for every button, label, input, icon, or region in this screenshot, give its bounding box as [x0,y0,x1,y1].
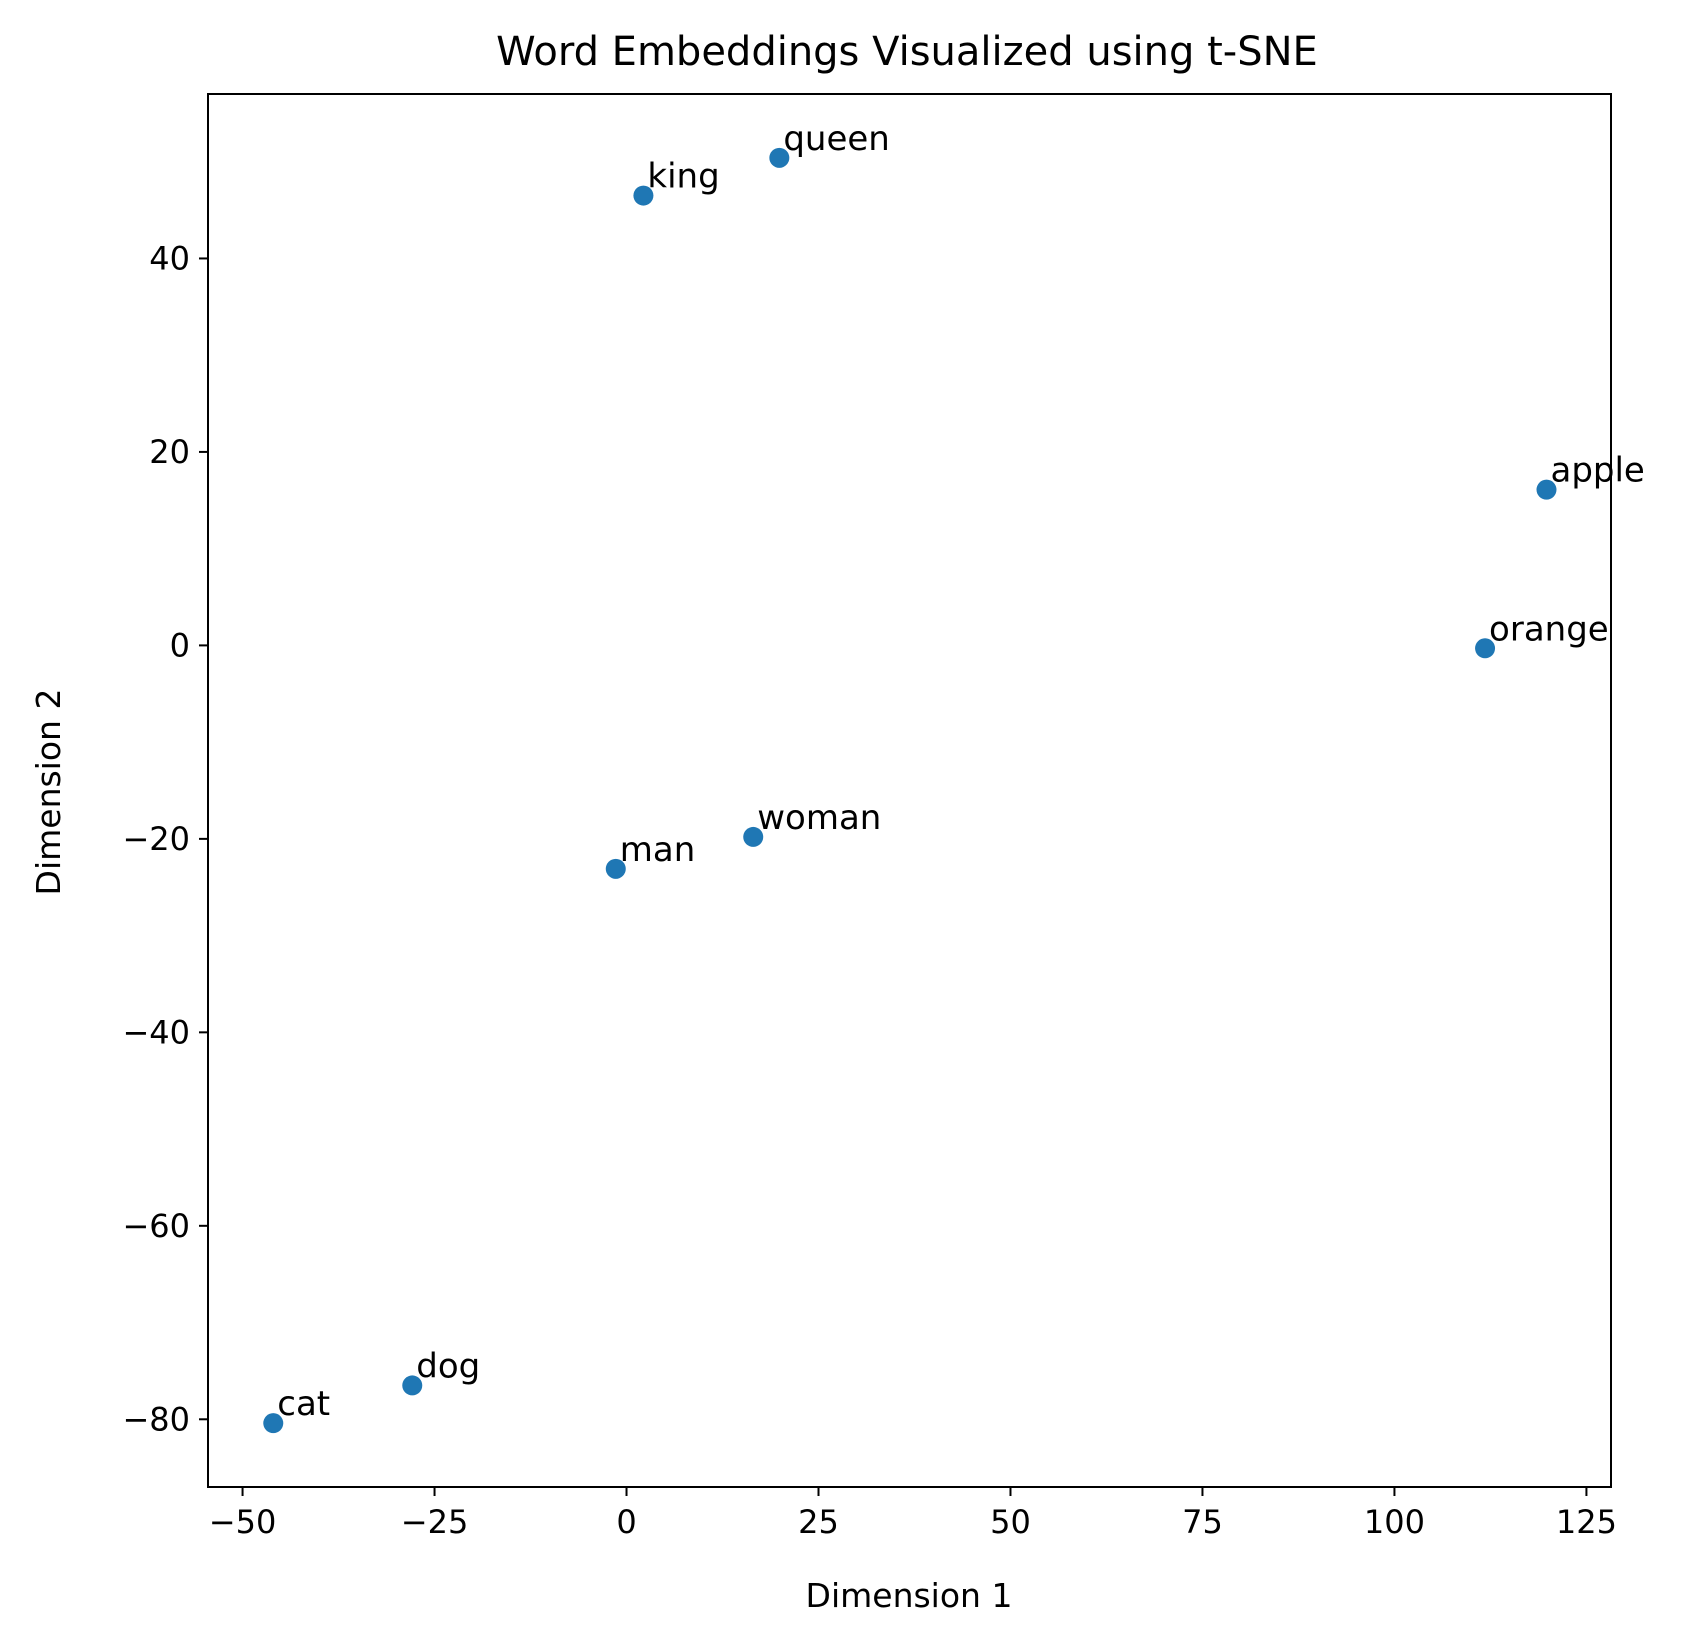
y-tick-label: −80 [122,1400,190,1438]
y-tick-label: −40 [122,1013,190,1051]
point-cat [263,1413,284,1434]
point-dog [402,1375,423,1396]
x-tick-label: 125 [1556,1503,1617,1541]
point-queen [769,147,790,168]
data-points: king queen apple orange woman man dog cat [263,119,1645,1434]
chart-title: Word Embeddings Visualized using t-SNE [496,29,1318,75]
point-label-king: king [647,157,719,197]
point-label-queen: queen [783,119,890,159]
x-tick-label: 50 [990,1503,1031,1541]
x-tick-label: −50 [209,1503,277,1541]
x-axis-label: Dimension 1 [806,1576,1013,1615]
point-label-dog: dog [416,1346,480,1386]
y-tick-label: 20 [149,433,190,471]
y-axis-label: Dimension 2 [29,689,68,896]
x-tick-label: 75 [1182,1503,1223,1541]
point-woman [743,826,764,847]
y-tick-label: 0 [170,626,190,664]
x-tick-label: −25 [401,1503,469,1541]
point-man [605,858,626,879]
point-apple [1536,479,1557,500]
point-king [633,185,654,206]
y-axis: −80 −60 −40 −20 0 20 40 [122,239,208,1438]
point-label-apple: apple [1550,451,1644,491]
x-tick-label: 25 [798,1503,839,1541]
plot-area-frame [207,93,1612,1488]
point-orange [1475,638,1496,659]
point-label-cat: cat [277,1384,330,1424]
point-label-man: man [620,830,696,870]
point-label-woman: woman [757,798,881,838]
x-tick-label: 0 [616,1503,636,1541]
y-tick-label: −20 [122,820,190,858]
x-axis: −50 −25 0 25 50 75 100 125 [209,1487,1617,1541]
point-label-orange: orange [1489,609,1609,649]
y-tick-label: 40 [149,239,190,277]
y-tick-label: −60 [122,1207,190,1245]
x-tick-label: 100 [1364,1503,1425,1541]
